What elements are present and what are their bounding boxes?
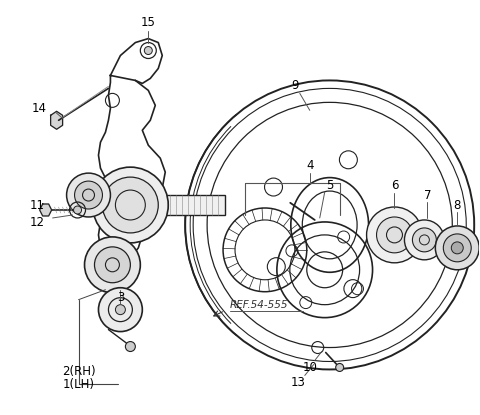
Circle shape <box>412 228 436 252</box>
Text: 10: 10 <box>302 361 317 374</box>
Text: 7: 7 <box>424 188 431 202</box>
Circle shape <box>98 288 143 332</box>
Circle shape <box>376 217 412 253</box>
Circle shape <box>125 342 135 352</box>
Circle shape <box>336 364 344 371</box>
Text: 4: 4 <box>306 159 313 172</box>
Text: 3: 3 <box>117 291 124 304</box>
Circle shape <box>367 207 422 263</box>
Text: REF.54-555: REF.54-555 <box>230 300 288 310</box>
Bar <box>156 195 225 215</box>
Circle shape <box>444 234 471 262</box>
Circle shape <box>74 181 102 209</box>
Text: 13: 13 <box>290 376 305 389</box>
Text: 11: 11 <box>29 198 44 212</box>
Text: 8: 8 <box>454 198 461 212</box>
Circle shape <box>451 242 463 254</box>
Polygon shape <box>40 204 52 216</box>
Circle shape <box>73 206 82 214</box>
Text: 1(LH): 1(LH) <box>62 378 95 391</box>
Circle shape <box>95 247 131 283</box>
Text: 9: 9 <box>291 79 299 92</box>
Circle shape <box>405 220 444 260</box>
Text: 5: 5 <box>326 178 334 192</box>
Circle shape <box>115 305 125 315</box>
Text: 6: 6 <box>391 178 398 192</box>
Circle shape <box>144 46 152 54</box>
Circle shape <box>84 237 140 293</box>
Circle shape <box>102 177 158 233</box>
Circle shape <box>67 173 110 217</box>
Text: 2(RH): 2(RH) <box>62 365 96 378</box>
Text: 12: 12 <box>29 217 44 229</box>
Circle shape <box>93 167 168 243</box>
Polygon shape <box>50 111 62 129</box>
Circle shape <box>435 226 479 270</box>
Text: 15: 15 <box>141 16 156 29</box>
Text: 14: 14 <box>31 102 46 115</box>
